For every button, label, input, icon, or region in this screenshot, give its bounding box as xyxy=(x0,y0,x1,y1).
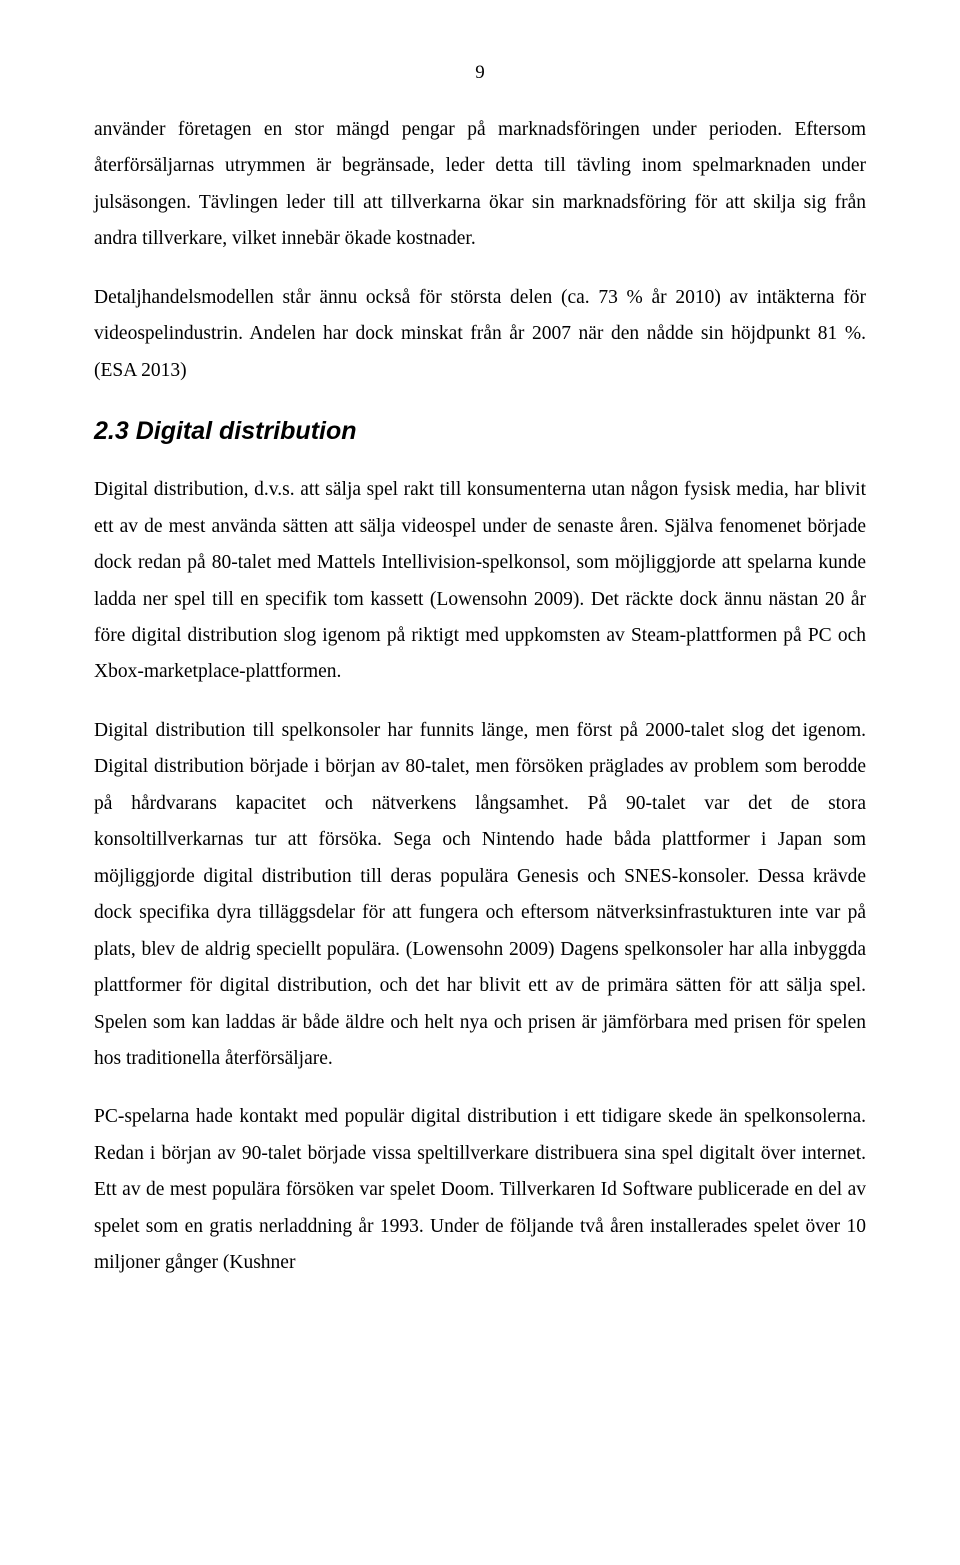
paragraph-2: Detaljhandelsmodellen står ännu också fö… xyxy=(94,280,866,389)
paragraph-5: PC-spelarna hade kontakt med populär dig… xyxy=(94,1099,866,1281)
section-heading: 2.3 Digital distribution xyxy=(94,417,866,446)
paragraph-3: Digital distribution, d.v.s. att sälja s… xyxy=(94,472,866,691)
page-number: 9 xyxy=(94,62,866,84)
document-page: 9 använder företagen en stor mängd penga… xyxy=(0,0,960,1565)
paragraph-1: använder företagen en stor mängd pengar … xyxy=(94,112,866,258)
paragraph-4: Digital distribution till spelkonsoler h… xyxy=(94,713,866,1078)
